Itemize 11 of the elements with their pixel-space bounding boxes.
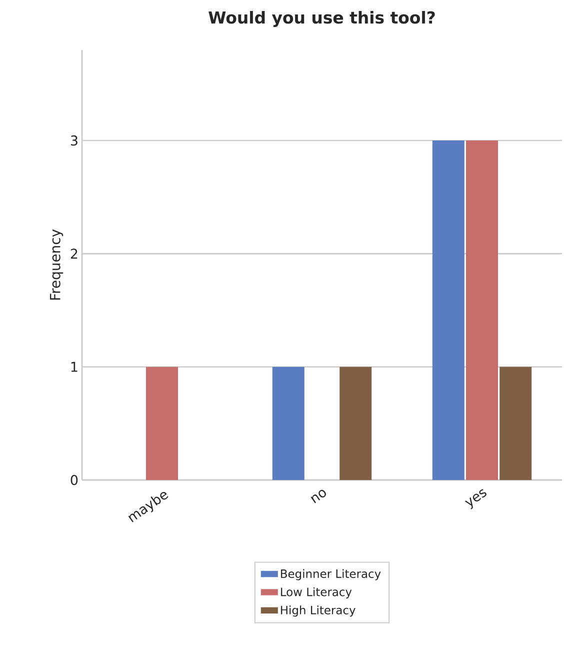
legend-label: Beginner Literacy [281,569,381,580]
x-tick-label: no [310,490,326,504]
legend-label: Low Literacy [281,587,352,598]
chart-title: Would you use this tool? [208,10,435,28]
y-axis-title: Frequency [50,229,64,300]
legend-label: High Literacy [281,606,356,617]
y-tick-label: 0 [70,474,78,486]
y-tick-label: 3 [70,135,78,146]
y-tick-label: 1 [71,362,78,372]
y-tick-label: 2 [70,248,78,259]
x-tick-label: yes [464,489,486,510]
